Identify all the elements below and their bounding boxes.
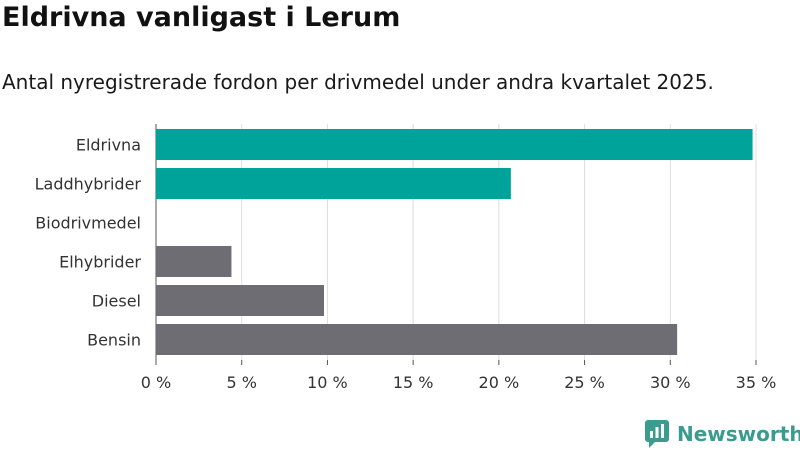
bar-laddhybrider — [156, 168, 511, 199]
grid-lines — [155, 124, 757, 360]
category-label: Biodrivmedel — [35, 214, 141, 233]
category-labels: Eldrivna Laddhybrider Biodrivmedel Elhybrid… — [35, 136, 142, 350]
x-tick-label: 35 % — [736, 373, 777, 392]
x-tick-label: 0 % — [141, 373, 171, 392]
bar-eldrivna — [156, 129, 753, 160]
category-label: Laddhybrider — [35, 175, 142, 194]
bar-bensin — [156, 324, 678, 355]
bar-diesel — [156, 285, 324, 316]
x-axis-ticks: 0 % 5 % 10 % 15 % 20 % 25 % 30 % 35 % — [141, 360, 777, 392]
brand-name: Newsworthy — [677, 422, 800, 446]
bars — [156, 129, 753, 355]
x-tick-label: 20 % — [479, 373, 520, 392]
x-tick-label: 30 % — [650, 373, 691, 392]
bar-elhybrider — [156, 246, 232, 277]
newsworthy-logo: Newsworthy — [644, 419, 800, 449]
category-label: Eldrivna — [76, 136, 141, 155]
newsworthy-logo-icon — [645, 420, 669, 448]
x-tick-label: 10 % — [307, 373, 348, 392]
chart-subtitle: Antal nyregistrerade fordon per drivmede… — [2, 70, 714, 94]
x-tick-label: 25 % — [564, 373, 605, 392]
x-tick-label: 15 % — [393, 373, 434, 392]
chart-title: Eldrivna vanligast i Lerum — [2, 2, 401, 33]
category-label: Bensin — [87, 331, 141, 350]
category-label: Elhybrider — [59, 253, 141, 272]
category-label: Diesel — [92, 292, 141, 311]
x-tick-label: 5 % — [226, 373, 256, 392]
